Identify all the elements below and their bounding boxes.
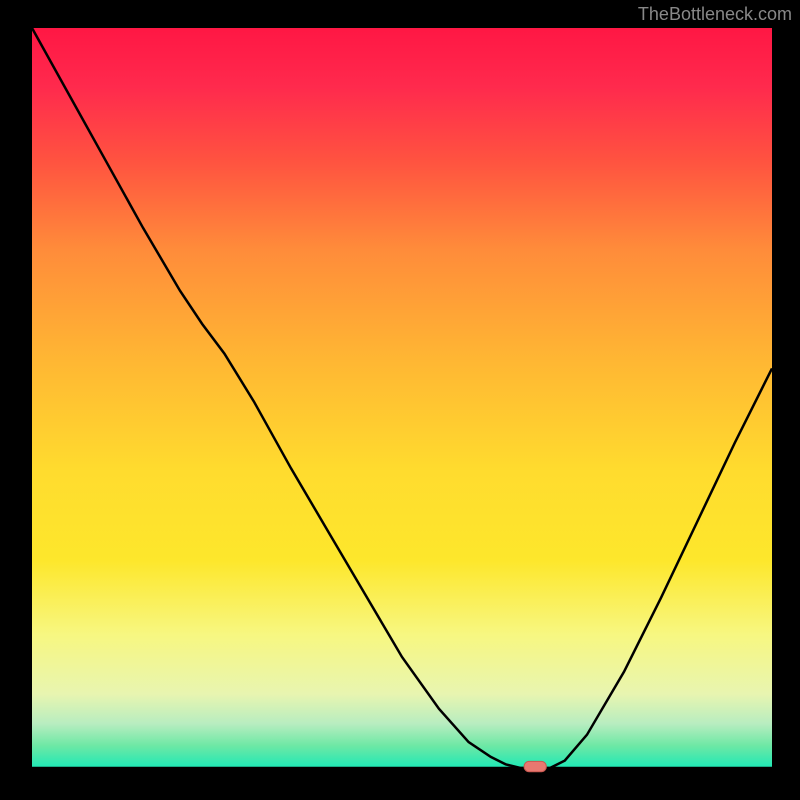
bottleneck-chart — [0, 0, 800, 800]
watermark-text: TheBottleneck.com — [638, 4, 792, 25]
optimal-marker — [524, 761, 546, 771]
chart-container: TheBottleneck.com — [0, 0, 800, 800]
